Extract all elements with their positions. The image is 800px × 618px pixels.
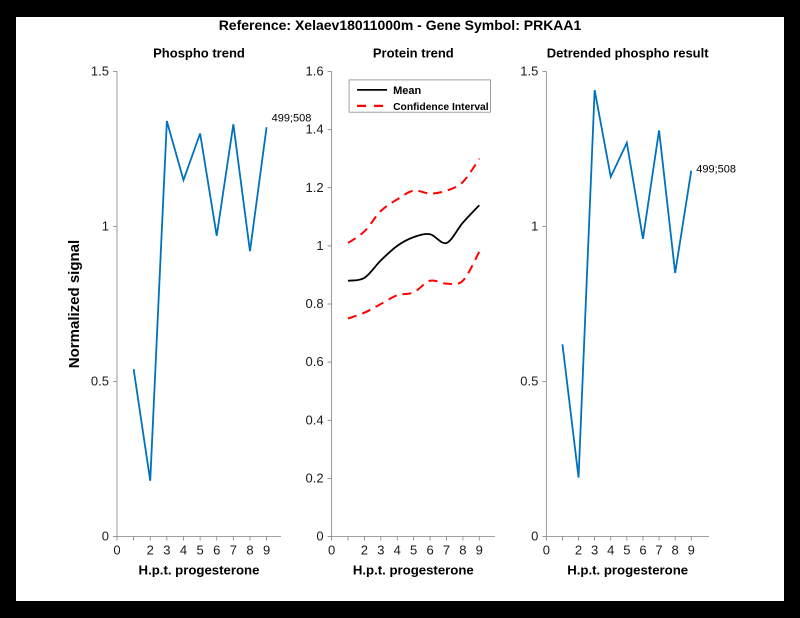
svg-text:Protein trend: Protein trend — [373, 46, 454, 61]
svg-text:0.6: 0.6 — [306, 354, 324, 369]
svg-text:7: 7 — [443, 543, 450, 558]
svg-text:8: 8 — [246, 543, 253, 558]
svg-text:1: 1 — [102, 219, 109, 234]
svg-text:3: 3 — [377, 543, 384, 558]
svg-text:0.8: 0.8 — [306, 296, 324, 311]
svg-text:Confidence Interval: Confidence Interval — [393, 102, 489, 113]
svg-text:499;508: 499;508 — [696, 164, 736, 176]
svg-text:2: 2 — [575, 543, 582, 558]
svg-text:Mean: Mean — [393, 85, 421, 97]
svg-text:9: 9 — [263, 543, 270, 558]
svg-text:4: 4 — [607, 543, 614, 558]
svg-text:3: 3 — [163, 543, 170, 558]
svg-text:2: 2 — [361, 543, 368, 558]
svg-text:6: 6 — [426, 543, 433, 558]
svg-text:H.p.t. progesterone: H.p.t. progesterone — [353, 563, 474, 578]
svg-text:1: 1 — [531, 219, 538, 234]
svg-text:6: 6 — [639, 543, 646, 558]
svg-text:1.5: 1.5 — [91, 64, 109, 79]
svg-text:H.p.t. progesterone: H.p.t. progesterone — [567, 563, 688, 578]
svg-text:H.p.t. progesterone: H.p.t. progesterone — [139, 563, 260, 578]
svg-text:0.5: 0.5 — [91, 374, 109, 389]
svg-text:Detrended phospho result: Detrended phospho result — [547, 46, 709, 61]
svg-text:5: 5 — [623, 543, 630, 558]
svg-text:2: 2 — [147, 543, 154, 558]
svg-text:0: 0 — [543, 543, 550, 558]
svg-text:0.5: 0.5 — [520, 374, 538, 389]
svg-text:1.5: 1.5 — [520, 64, 538, 79]
svg-text:1.4: 1.4 — [306, 122, 324, 137]
svg-text:3: 3 — [591, 543, 598, 558]
svg-text:0.2: 0.2 — [306, 470, 324, 485]
svg-text:9: 9 — [476, 543, 483, 558]
svg-text:1.2: 1.2 — [306, 180, 324, 195]
svg-text:6: 6 — [213, 543, 220, 558]
svg-text:1: 1 — [316, 238, 323, 253]
svg-text:1.6: 1.6 — [306, 64, 324, 79]
svg-text:0: 0 — [316, 529, 323, 544]
svg-text:4: 4 — [394, 543, 401, 558]
svg-text:7: 7 — [655, 543, 662, 558]
svg-text:0: 0 — [531, 529, 538, 544]
svg-text:0: 0 — [102, 529, 109, 544]
svg-text:4: 4 — [180, 543, 187, 558]
svg-text:8: 8 — [672, 543, 679, 558]
svg-text:Normalized signal: Normalized signal — [66, 240, 83, 368]
svg-text:9: 9 — [688, 543, 695, 558]
svg-text:Phospho trend: Phospho trend — [153, 46, 245, 61]
svg-text:5: 5 — [410, 543, 417, 558]
svg-text:7: 7 — [230, 543, 237, 558]
svg-text:8: 8 — [459, 543, 466, 558]
svg-text:5: 5 — [196, 543, 203, 558]
svg-text:0: 0 — [328, 543, 335, 558]
svg-text:0.4: 0.4 — [306, 412, 324, 427]
svg-text:0: 0 — [113, 543, 120, 558]
